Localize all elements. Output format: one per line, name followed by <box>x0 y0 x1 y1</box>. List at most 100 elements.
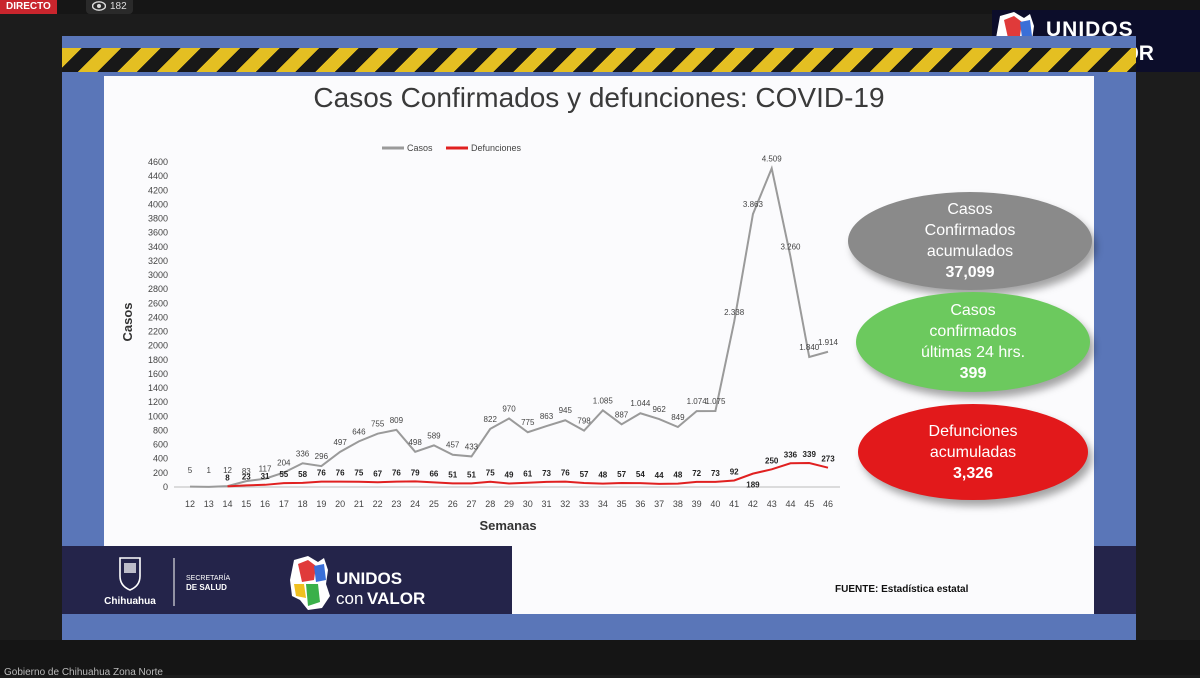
x-tick-label: 28 <box>485 499 495 509</box>
x-tick-label: 24 <box>410 499 420 509</box>
x-tick-label: 45 <box>804 499 814 509</box>
x-tick-label: 41 <box>729 499 739 509</box>
casos-data-label: 775 <box>521 418 535 427</box>
defunciones-data-label: 336 <box>784 450 798 459</box>
defunciones-data-label: 76 <box>336 469 345 478</box>
defunciones-data-label: 76 <box>561 469 570 478</box>
y-tick-labels: 0 200 400 600 800 1000 1200 1400 1600 1800 2000 220… <box>148 157 168 492</box>
x-axis-label: Semanas <box>479 518 536 533</box>
x-tick-label: 17 <box>279 499 289 509</box>
casos-data-label: 3.863 <box>743 200 764 209</box>
y-tick-label: 3800 <box>148 214 168 224</box>
x-tick-label: 26 <box>448 499 458 509</box>
last-24h-bubble: Casos confirmados últimas 24 hrs. 399 <box>856 292 1090 392</box>
y-tick-label: 2200 <box>148 327 168 337</box>
defunciones-data-label: 51 <box>467 470 476 479</box>
casos-data-label: 117 <box>259 465 272 474</box>
total-cases-value: 37,099 <box>945 264 995 281</box>
casos-data-label: 755 <box>371 420 385 429</box>
bottom-caption: Gobierno de Chihuahua Zona Norte <box>4 667 163 678</box>
chart-legend: Casos Defunciones <box>382 143 522 153</box>
defunciones-data-label: 48 <box>673 471 682 480</box>
x-tick-label: 43 <box>767 499 777 509</box>
casos-data-label: 1.085 <box>593 396 614 405</box>
x-tick-label: 22 <box>373 499 383 509</box>
defunciones-data-label: 76 <box>392 469 401 478</box>
y-tick-label: 400 <box>153 454 168 464</box>
state-shield-icon <box>119 557 141 591</box>
x-tick-label: 39 <box>692 499 702 509</box>
legend-label-casos: Casos <box>407 143 433 153</box>
y-tick-label: 1800 <box>148 355 168 365</box>
x-tick-label: 16 <box>260 499 270 509</box>
y-tick-label: 2600 <box>148 298 168 308</box>
footer-secretaria-line2: DE SALUD <box>186 583 227 592</box>
casos-data-label: 945 <box>559 406 573 415</box>
defunciones-data-label: 92 <box>730 468 739 477</box>
eye-icon <box>91 1 107 11</box>
y-tick-label: 2000 <box>148 341 168 351</box>
last-24h-label-line3: últimas 24 hrs. <box>920 344 1026 361</box>
corner-brand-line1: UNIDOS <box>1046 18 1134 41</box>
x-tick-label: 23 <box>391 499 401 509</box>
y-tick-label: 1600 <box>148 369 168 379</box>
casos-data-label: 887 <box>615 410 629 419</box>
defunciones-data-label: 58 <box>298 470 307 479</box>
footer-white-area <box>512 546 1094 614</box>
defunciones-data-label: 79 <box>411 468 420 477</box>
casos-data-label: 5 <box>188 466 193 475</box>
casos-data-label: 12 <box>223 466 232 475</box>
series-lines <box>189 165 829 488</box>
footer-secretaria-line1: SECRETARÍA <box>186 573 231 582</box>
defunciones-data-label: 61 <box>523 470 532 479</box>
casos-data-label: 296 <box>315 452 329 461</box>
casos-series-line <box>189 165 829 488</box>
x-tick-label: 34 <box>598 499 608 509</box>
defunciones-data-label: 8 <box>225 473 230 482</box>
x-tick-label: 20 <box>335 499 345 509</box>
defunciones-data-label: 66 <box>429 469 438 478</box>
footer-brand-line1: UNIDOS <box>336 569 402 588</box>
x-tick-label: 25 <box>429 499 439 509</box>
x-tick-label: 36 <box>635 499 645 509</box>
viewer-count: 182 <box>110 1 127 12</box>
total-deaths-label-line1: Defunciones <box>928 422 1018 440</box>
casos-data-label: 822 <box>484 415 498 424</box>
x-tick-label: 14 <box>223 499 233 509</box>
x-tick-label: 33 <box>579 499 589 509</box>
y-tick-label: 3000 <box>148 270 168 280</box>
defunciones-data-label: 250 <box>765 456 779 465</box>
y-tick-label: 3200 <box>148 256 168 266</box>
y-tick-label: 200 <box>153 468 168 478</box>
total-cases-label-line1: Casos <box>947 201 993 218</box>
casos-data-label: 433 <box>465 442 479 451</box>
defunciones-series-line <box>227 462 829 488</box>
casos-data-label: 1.840 <box>799 343 820 352</box>
source-label: FUENTE: Estadística estatal <box>835 584 969 595</box>
casos-data-label: 1.075 <box>705 397 726 406</box>
defunciones-data-label: 57 <box>580 470 589 479</box>
y-tick-label: 1200 <box>148 397 168 407</box>
defunciones-data-label: 75 <box>354 469 363 478</box>
casos-data-label: 83 <box>242 467 251 476</box>
total-deaths-bubble: Defunciones acumuladas 3,326 <box>858 404 1088 500</box>
y-axis-label: Casos <box>120 302 135 341</box>
casos-data-label: 4.509 <box>762 154 783 163</box>
defunciones-data-label: 55 <box>279 470 288 479</box>
stream-topbar: DIRECTO 182 <box>0 0 1200 14</box>
total-deaths-value: 3,326 <box>952 464 994 482</box>
x-tick-label: 42 <box>748 499 758 509</box>
defunciones-data-label: 57 <box>617 470 626 479</box>
x-tick-label: 12 <box>185 499 195 509</box>
hazard-stripe-band <box>62 48 1136 72</box>
y-tick-label: 800 <box>153 425 168 435</box>
casos-data-label: 589 <box>427 431 441 440</box>
last-24h-value: 399 <box>959 365 987 382</box>
defunciones-data-label: 75 <box>486 469 495 478</box>
casos-data-label: 1 <box>207 466 212 475</box>
y-tick-label: 3600 <box>148 228 168 238</box>
defunciones-data-label: 76 <box>317 469 326 478</box>
x-tick-label: 13 <box>204 499 214 509</box>
footer-logos: Chihuahua SECRETARÍA DE SALUD UNIDOS con… <box>104 556 425 610</box>
